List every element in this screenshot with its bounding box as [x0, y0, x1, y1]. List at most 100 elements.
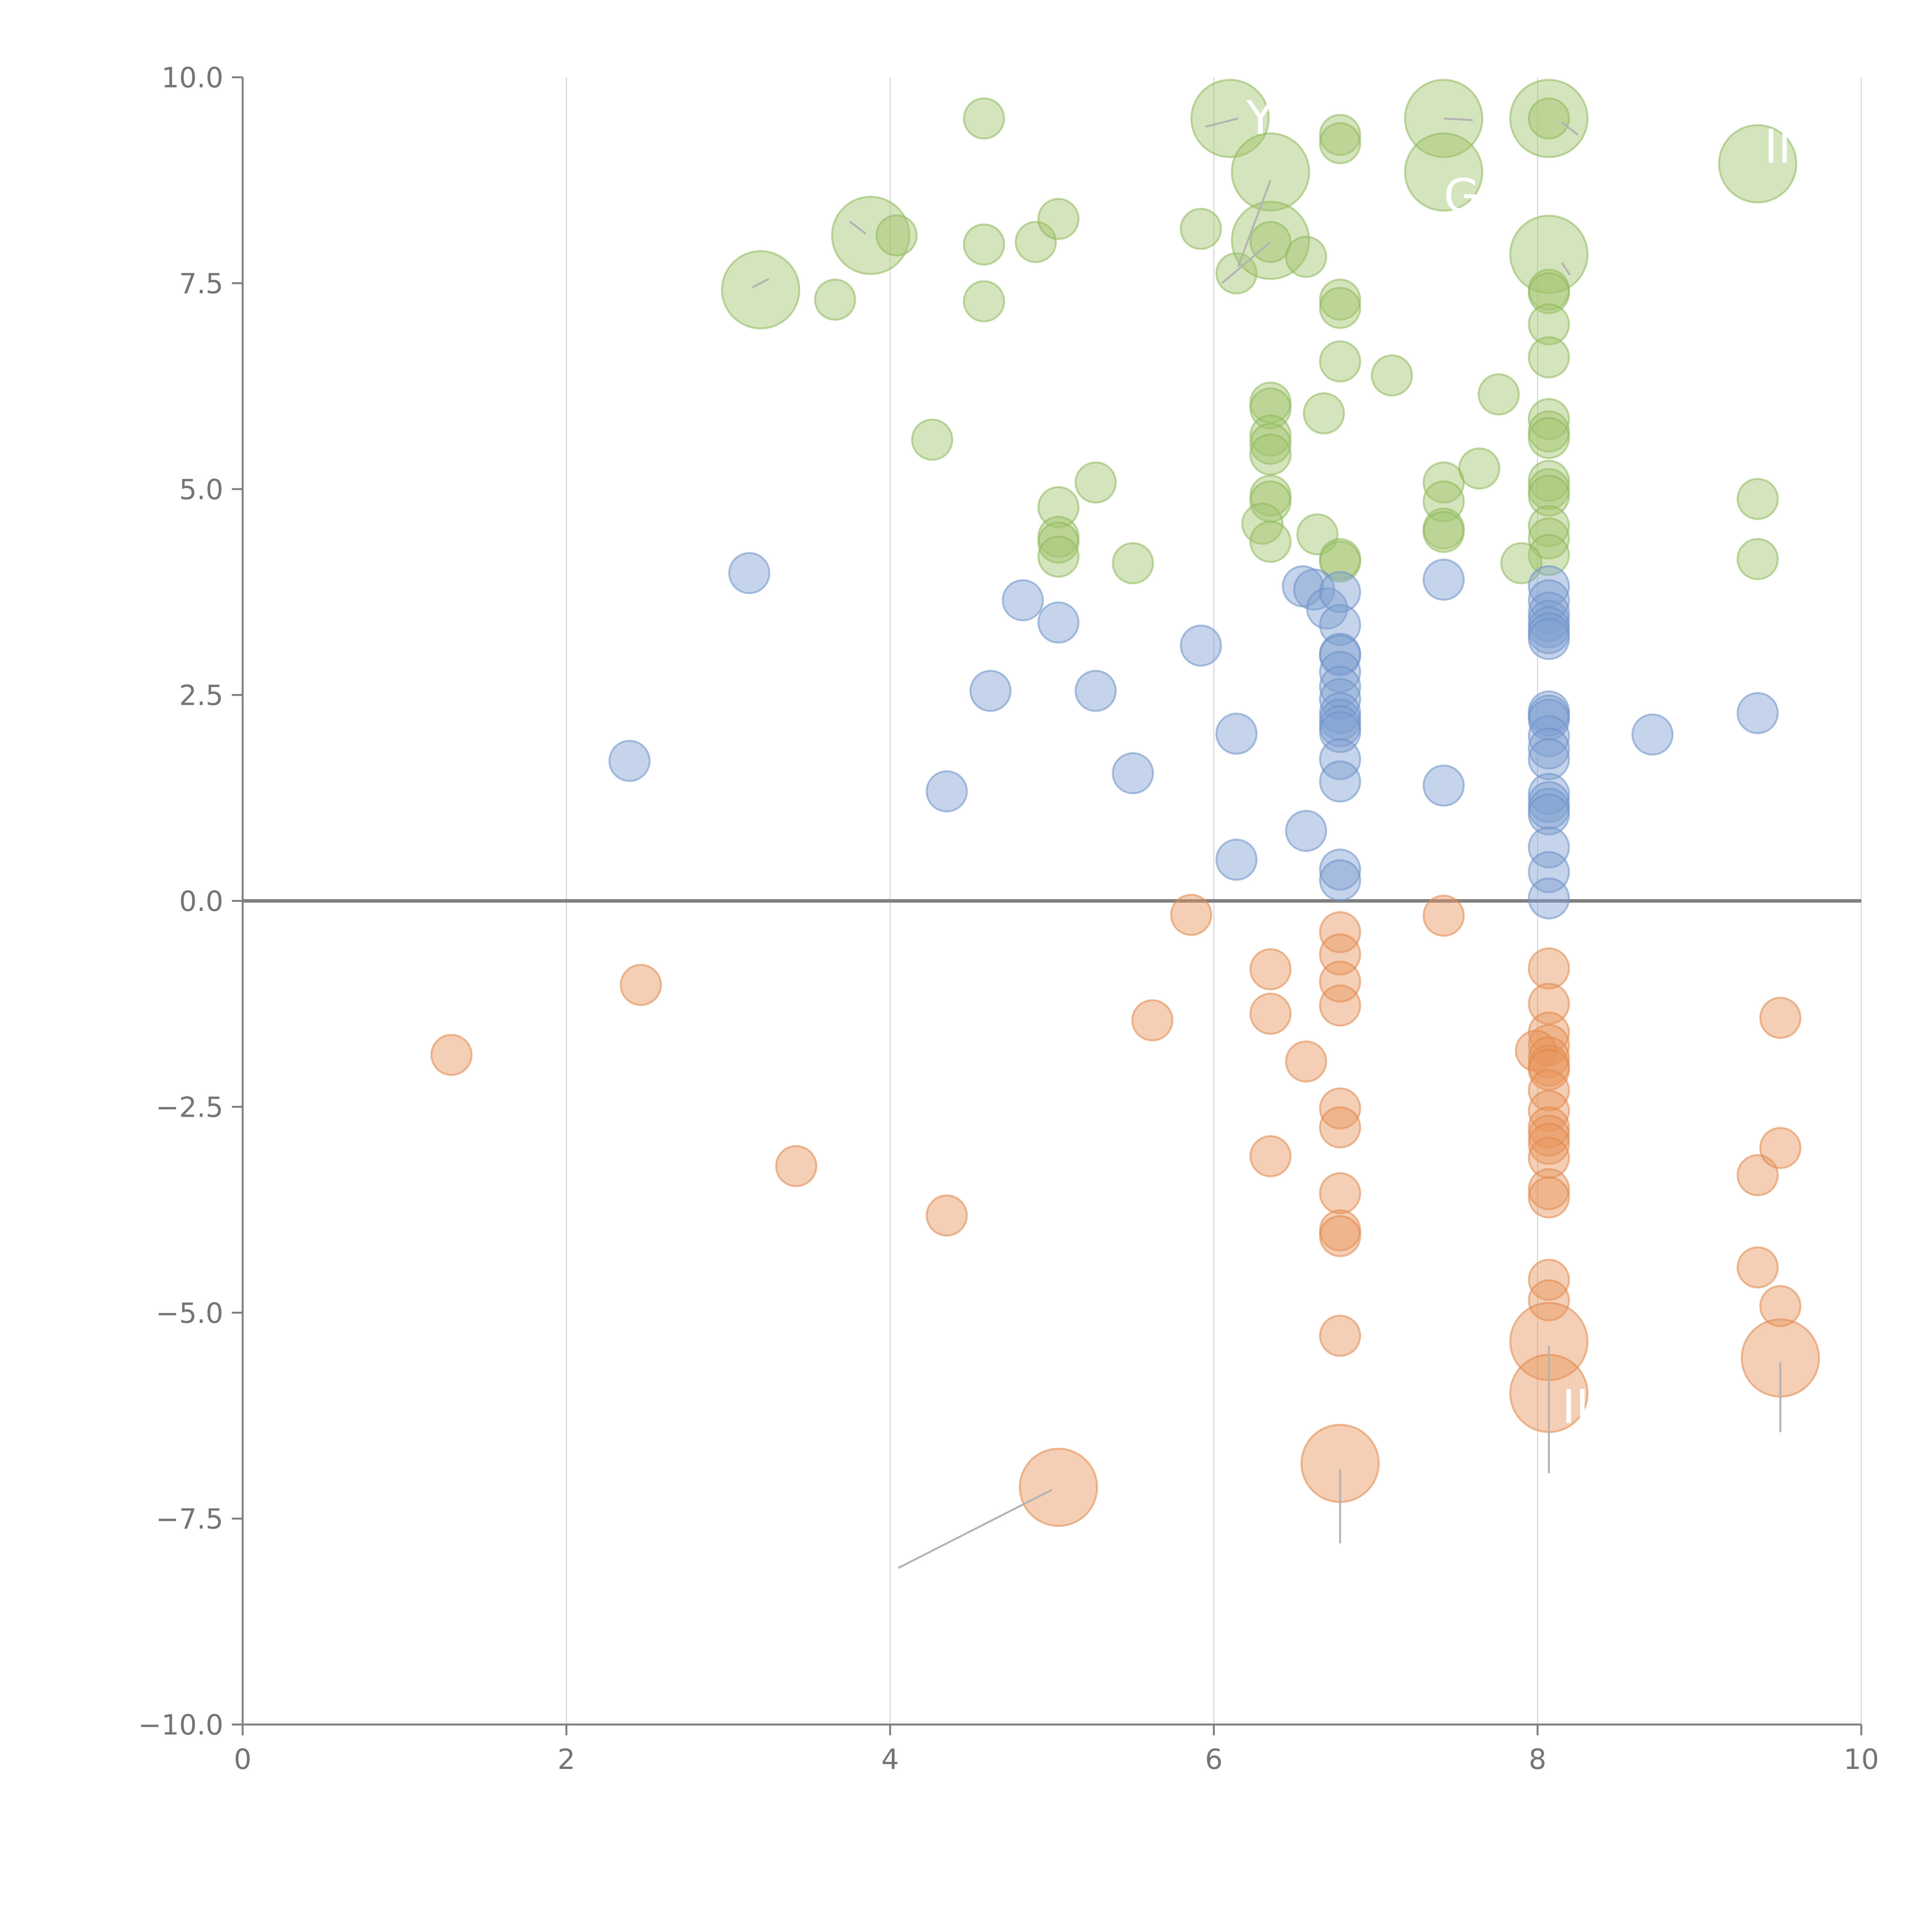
green-bubble [1509, 79, 1589, 158]
x-tick-label: 2 [558, 1743, 575, 1776]
orange-bubble [1759, 1127, 1802, 1169]
green-bubble [1249, 423, 1292, 465]
blue-bubble [1215, 838, 1258, 881]
y-tick-label: −10.0 [138, 1709, 223, 1741]
green-bubble [1371, 354, 1413, 397]
annotation-label: II [1562, 1380, 1589, 1434]
green-bubble [1319, 122, 1361, 165]
green-bubble [963, 223, 1005, 266]
y-tick-label: −5.0 [156, 1297, 223, 1329]
green-bubble [1037, 486, 1080, 529]
green-bubble [1528, 417, 1570, 459]
green-bubble [1422, 511, 1465, 553]
green-bubble [1528, 303, 1570, 345]
green-bubble [1037, 521, 1080, 564]
orange-bubble [1019, 1447, 1098, 1527]
leader-line [752, 278, 769, 288]
orange-bubble [1759, 1285, 1802, 1327]
orange-bubble [1528, 947, 1570, 990]
green-bubble [814, 279, 856, 321]
orange-bubble [1319, 1315, 1361, 1357]
y-tick-label: 0.0 [179, 885, 223, 918]
annotation-leader-line [1205, 117, 1238, 128]
green-bubble [1718, 124, 1798, 204]
blue-bubble [1528, 727, 1570, 770]
blue-bubble [1002, 579, 1044, 622]
green-bubble [1478, 373, 1520, 416]
blue-bubble [1285, 810, 1327, 852]
orange-bubble [619, 964, 662, 1006]
blue-bubble [1319, 859, 1361, 901]
x-tick-label: 4 [881, 1743, 899, 1776]
leader-line [1561, 122, 1579, 136]
green-bubble [1528, 272, 1570, 314]
leader-lines [752, 117, 1782, 1569]
y-tick-label: −2.5 [156, 1091, 223, 1123]
x-tick-label: 8 [1529, 1743, 1546, 1776]
green-bubble [1736, 538, 1779, 580]
axes: 10.0 7.5 5.0 2.5 0.0 −2.5 −5.0 −7.5 −10.0 0 2 4 6 8 10 [138, 61, 1879, 1776]
blue-bubble [1736, 692, 1779, 735]
green-bubble [1112, 542, 1154, 585]
leader-line [1221, 241, 1271, 284]
green-bubble [1458, 447, 1500, 490]
orange-bubble [1249, 1135, 1292, 1177]
leader-line [849, 221, 867, 235]
blue-bubble [1112, 752, 1154, 794]
blue-bubble [1528, 793, 1570, 836]
y-tick-label: 7.5 [179, 267, 223, 300]
green-bubble [963, 97, 1005, 140]
green-bubble [1037, 198, 1080, 240]
orange-bubble [775, 1145, 818, 1187]
orange-bubble [1319, 1215, 1361, 1257]
green-bubble [1528, 398, 1570, 440]
orange-bubble [1736, 1246, 1779, 1289]
blue-bubble [1528, 565, 1570, 607]
annotation-label: Y [1246, 92, 1275, 145]
green-bubble [1528, 336, 1570, 379]
green-bubble [1404, 132, 1483, 212]
orange-bubble [1131, 999, 1173, 1042]
green-bubble [875, 214, 918, 257]
y-tick-label: 2.5 [179, 679, 223, 712]
blue-bubble [1528, 826, 1570, 869]
green-bubble [1528, 505, 1570, 548]
green-bubble [1249, 433, 1292, 476]
green-bubble [1528, 97, 1570, 140]
orange-bubble [1170, 894, 1213, 936]
blue-bubble [608, 740, 651, 782]
orange-bubble [1759, 997, 1802, 1039]
green-bubble [1231, 201, 1310, 280]
leader-line [1237, 180, 1272, 267]
blue-bubble [1319, 760, 1361, 803]
green-bubble [1075, 461, 1117, 504]
orange-bubble [1528, 1122, 1570, 1165]
y-tick-label: 5.0 [179, 473, 223, 506]
orange-bubble [1319, 911, 1361, 953]
blue-bubble [1037, 601, 1080, 644]
annotation-labels: Y G IN II [1246, 92, 1813, 1434]
blue-bubble [1528, 738, 1570, 781]
orange-bubble [1249, 948, 1292, 990]
orange-bubble [1528, 1176, 1570, 1219]
orange-bubble [1528, 1279, 1570, 1321]
blue-bubble [1215, 713, 1258, 755]
green-bubble [1528, 474, 1570, 517]
blue-bubble [969, 670, 1012, 712]
blue-bubble [1422, 558, 1465, 601]
orange-bubble [430, 1034, 473, 1076]
orange-bubble [1249, 993, 1292, 1035]
orange-bubble [1319, 960, 1361, 1003]
blue-bubble [1528, 877, 1570, 920]
green-bubble [911, 418, 954, 461]
green-bubble [721, 250, 800, 330]
green-bubble [1528, 534, 1570, 576]
blue-bubble [1319, 571, 1361, 613]
green-bubble [1422, 461, 1465, 504]
orange-bubble [1528, 983, 1570, 1025]
annotation-leader-line [1444, 117, 1473, 121]
green-bubble [1231, 132, 1310, 212]
green-bubble [1015, 221, 1057, 263]
blue-bubble [1528, 618, 1570, 660]
orange-bubble [1319, 984, 1361, 1027]
